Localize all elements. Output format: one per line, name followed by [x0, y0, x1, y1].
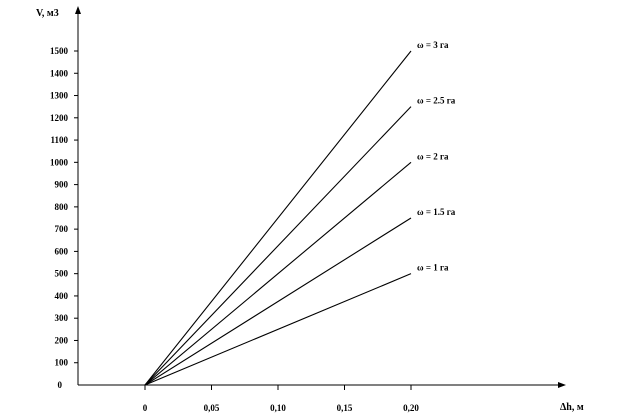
y-tick-label: 1300	[50, 91, 69, 101]
y-tick-label: 100	[55, 358, 69, 368]
y-tick-label: 900	[55, 180, 69, 190]
x-axis-ticks: 0 0,05 0,10 0,15 0,20	[143, 385, 419, 413]
y-tick-label: 800	[55, 202, 69, 212]
series-line	[144, 161, 412, 386]
x-axis-arrow	[558, 382, 566, 388]
series-lines: ω = 1 га ω = 1.5 га ω = 2 га ω = 2.5 га ω = …	[144, 40, 456, 386]
y-tick-label: 1500	[50, 46, 69, 56]
series-line	[144, 273, 412, 386]
y-tick-label: 200	[55, 335, 69, 345]
y-tick-label: 1400	[50, 68, 69, 78]
y-tick-label: 600	[55, 246, 69, 256]
y-tick-label: 0	[58, 380, 63, 390]
y-tick-label: 1000	[50, 157, 69, 167]
x-tick-label: 0,20	[403, 403, 419, 413]
y-tick-label: 1100	[50, 135, 68, 145]
series-label: ω = 2.5 га	[417, 96, 456, 106]
x-tick-label: 0	[143, 403, 148, 413]
series-label: ω = 2 га	[417, 151, 449, 161]
series-label: ω = 3 га	[417, 40, 449, 50]
series-line	[144, 217, 412, 386]
y-axis-title: V, м3	[36, 8, 59, 19]
series-label: ω = 1 га	[417, 263, 449, 273]
series-line	[144, 50, 412, 386]
series-label: ω = 1.5 га	[417, 207, 456, 217]
x-tick-label: 0,15	[337, 403, 353, 413]
y-tick-label: 300	[55, 313, 69, 323]
y-axis-ticks: 0 100 200 300 400 500 600 700 800 900 1000 1100 1200…	[50, 46, 78, 390]
x-tick-label: 0,10	[270, 403, 286, 413]
y-tick-label: 1200	[50, 113, 69, 123]
y-axis-arrow	[75, 6, 81, 14]
x-tick-label: 0,05	[204, 403, 220, 413]
y-tick-label: 500	[55, 269, 69, 279]
y-tick-label: 700	[55, 224, 69, 234]
y-tick-label: 400	[55, 291, 69, 301]
x-axis-title: Δh, м	[560, 402, 584, 413]
series-line	[144, 106, 412, 386]
